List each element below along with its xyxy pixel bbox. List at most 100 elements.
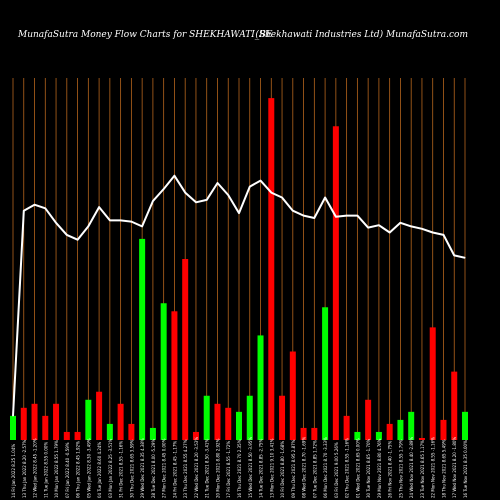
price-point: [163, 188, 165, 190]
x-tick-label: 06 Mon Dec 2021 8.70 -3.33%: [323, 437, 328, 498]
x-tick-label: 13 Thu Jan 2022 8.20 -2.57%: [22, 439, 27, 498]
x-tick-label: 23 Tue Nov 2021 8.65 1.17%: [420, 440, 425, 498]
x-tick-label: 21 Tue Dec 2021 8.50 -3.41%: [205, 439, 210, 498]
money-flow-bar: [85, 399, 92, 440]
money-flow-bar: [214, 403, 221, 440]
money-flow-bar: [268, 98, 275, 440]
price-point: [33, 204, 36, 206]
x-tick-label: 11 Tue Jan 2022 8.55 0.00%: [43, 442, 48, 498]
x-tick-label: 07 Fri Jan 2022 8.40 -0.59%: [65, 442, 70, 498]
money-flow-bar: [149, 427, 156, 440]
money-flow-bar: [96, 391, 103, 440]
price-point: [421, 228, 423, 230]
x-tick-label: 09 Thu Dec 2021 8.95 2.87%: [291, 439, 296, 498]
x-tick-label: 10 Fri Dec 2021 8.80 -1.68%: [280, 441, 285, 498]
x-tick-label: 03 Fri Dec 2021 9.00 5.26%: [334, 442, 339, 498]
price-point: [453, 254, 455, 256]
price-point: [184, 192, 186, 194]
x-tick-label: 24 Fri Dec 2021 8.45 -1.17%: [172, 441, 177, 498]
price-point: [442, 234, 445, 236]
price-point: [346, 214, 348, 217]
x-tick-label: 18 Thu Nov 2021 8.65 5.49%: [441, 439, 446, 498]
x-tick-label: 29 Mon Nov 2021 8.80 4.76%: [377, 438, 382, 498]
price-point: [216, 182, 219, 184]
x-tick-label: 15 Wed Dec 2021 8.50 -3.95%: [248, 437, 253, 498]
price-point: [270, 192, 272, 194]
money-flow-bar: [408, 411, 415, 440]
price-point: [302, 214, 305, 217]
price-point: [335, 216, 337, 218]
price-point: [55, 222, 57, 224]
x-tick-label: 14 Tue Dec 2021 8.85 -2.75%: [259, 439, 264, 498]
money-flow-bar: [365, 399, 372, 440]
money-flow-bar: [182, 259, 189, 440]
x-tick-label: 04 Tue Jan 2022 8.60 4.24%: [97, 442, 102, 498]
money-flow-bar: [171, 311, 178, 440]
money-flow-bar: [311, 427, 318, 440]
money-flow-bar: [139, 238, 146, 440]
price-point: [389, 231, 391, 234]
x-tick-label: 30 Thu Dec 2021 8.65 3.59%: [129, 439, 134, 498]
x-tick-label: 31 Fri Dec 2021 8.55 -1.16%: [119, 441, 124, 498]
money-flow-bar: [236, 411, 242, 440]
x-tick-label: 16 Thu Dec 2021 8.70 2.35%: [237, 439, 242, 498]
price-point: [109, 219, 111, 221]
price-point: [87, 225, 89, 228]
price-point: [12, 415, 14, 417]
x-tick-label: 14 Fri Jan 2022 8.25 1.04%: [11, 444, 16, 498]
x-tick-label: 24 Wed Nov 2021 8.40 -2.89%: [409, 437, 414, 498]
x-tick-label: 29 Wed Dec 2021 8.35 4.38%: [140, 438, 145, 498]
bar-series: [10, 98, 468, 441]
x-tick-label: 06 Thu Jan 2022 8.45 1.92%: [76, 441, 81, 498]
x-tick-label: 20 Mon Dec 2021 8.80 2.92%: [215, 438, 220, 498]
price-point: [152, 200, 154, 202]
price-point: [281, 196, 283, 199]
price-point: [356, 214, 358, 217]
x-tick-label: 28 Tue Dec 2021 8.00 -5.29%: [151, 439, 156, 498]
price-series: [12, 174, 466, 417]
x-tick-label: 23 Thu Dec 2021 8.55 4.27%: [183, 439, 188, 498]
price-point: [313, 217, 315, 219]
money-flow-bar: [332, 126, 339, 441]
money-flow-bar: [429, 327, 436, 440]
money-flow-bar: [397, 419, 404, 440]
x-tick-label: 13 Mon Dec 2021 9.10 3.41%: [269, 438, 274, 498]
price-point: [66, 234, 68, 236]
money-flow-bar: [192, 431, 199, 440]
price-point: [141, 225, 143, 228]
money-flow-bar: [74, 431, 81, 440]
price-point: [195, 201, 197, 203]
price-point: [76, 239, 79, 241]
price-point: [238, 212, 240, 214]
price-point: [367, 227, 369, 229]
price-point: [249, 186, 251, 188]
x-tick-label: 07 Tue Dec 2021 8.85 1.72%: [312, 440, 317, 498]
x-tick-label: 25 Thu Nov 2021 8.55 1.79%: [398, 439, 403, 498]
money-flow-bar: [322, 307, 329, 440]
money-flow-bar: [63, 431, 70, 440]
chart-title: MunafaSutra Money Flow Charts for SHEKHA…: [18, 30, 273, 40]
money-flow-bar: [160, 303, 167, 440]
x-tick-label: 16 Tue Nov 2021 8.35 0.00%: [463, 440, 468, 498]
money-flow-bar: [106, 423, 113, 440]
x-tick-label: 26 Fri Nov 2021 8.40 -1.75%: [388, 441, 393, 498]
money-flow-bar: [375, 431, 382, 440]
x-tick-label: 30 Tue Nov 2021 8.65 -1.70%: [366, 438, 371, 498]
money-flow-bar: [128, 423, 135, 440]
x-tick-label: 27 Mon Dec 2021 8.45 0.00%: [162, 438, 167, 498]
price-point: [259, 179, 262, 182]
x-tick-label: 22 Wed Dec 2021 8.20 -3.53%: [194, 437, 199, 498]
money-flow-bar: [343, 415, 350, 440]
money-flow-bar: [31, 403, 38, 440]
price-point: [23, 210, 25, 212]
x-tick-label: 05 Wed Jan 2022 8.30 -3.49%: [86, 438, 91, 498]
money-flow-bar: [20, 407, 27, 440]
price-point: [120, 219, 122, 221]
price-point: [227, 194, 229, 196]
price-point: [130, 220, 132, 223]
money-flow-bar: [257, 335, 264, 440]
x-tick-label: 12 Wed Jan 2022 8.45 -1.20%: [33, 438, 38, 498]
money-flow-bar: [451, 371, 458, 440]
money-flow-bar: [354, 431, 361, 440]
money-flow-bar: [418, 437, 425, 440]
